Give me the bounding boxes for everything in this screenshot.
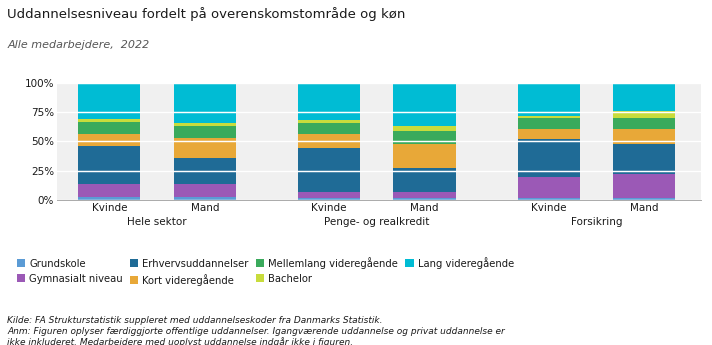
Bar xyxy=(394,192,456,198)
Text: Penge- og realkredit: Penge- og realkredit xyxy=(324,217,429,227)
Bar xyxy=(613,83,675,111)
Bar xyxy=(394,168,456,192)
Bar xyxy=(518,139,580,177)
Bar xyxy=(298,135,360,148)
Bar xyxy=(298,120,360,123)
Bar xyxy=(394,198,456,200)
Bar xyxy=(518,83,580,116)
Bar xyxy=(613,174,675,198)
Bar xyxy=(174,197,236,200)
Bar xyxy=(78,146,140,184)
Bar xyxy=(613,111,675,118)
Bar xyxy=(394,144,456,168)
Bar xyxy=(518,116,580,118)
Bar xyxy=(613,118,675,129)
Bar xyxy=(613,129,675,144)
Bar xyxy=(394,83,456,126)
Bar xyxy=(174,126,236,138)
Bar xyxy=(174,123,236,126)
Bar xyxy=(298,148,360,192)
Bar xyxy=(298,83,360,120)
Bar xyxy=(78,135,140,146)
Text: Kilde: FA Strukturstatistik suppleret med uddannelseskoder fra Danmarks Statisti: Kilde: FA Strukturstatistik suppleret me… xyxy=(7,316,382,325)
Text: Hele sektor: Hele sektor xyxy=(127,217,187,227)
Bar xyxy=(518,177,580,198)
Bar xyxy=(394,131,456,144)
Text: Anm: Figuren oplyser færdiggjorte offentlige uddannelser. Igangværende uddannels: Anm: Figuren oplyser færdiggjorte offent… xyxy=(7,327,505,336)
Bar xyxy=(174,83,236,123)
Bar xyxy=(298,123,360,135)
Bar xyxy=(78,83,140,119)
Bar xyxy=(613,144,675,174)
Bar xyxy=(298,192,360,198)
Legend: Grundskole, Gymnasialt niveau, Erhvervsuddannelser, Kort videregående, Mellemlan: Grundskole, Gymnasialt niveau, Erhvervsu… xyxy=(17,257,514,286)
Bar xyxy=(518,129,580,139)
Bar xyxy=(298,198,360,200)
Bar xyxy=(174,158,236,184)
Bar xyxy=(518,118,580,129)
Bar xyxy=(394,126,456,131)
Bar xyxy=(613,198,675,200)
Text: Forsikring: Forsikring xyxy=(570,217,622,227)
Text: Alle medarbejdere,  2022: Alle medarbejdere, 2022 xyxy=(7,40,150,50)
Bar xyxy=(174,138,236,158)
Bar xyxy=(174,184,236,197)
Bar xyxy=(518,198,580,200)
Bar xyxy=(78,121,140,135)
Text: ikke inkluderet. Medarbejdere med uoplyst uddannelse indgår ikke i figuren.: ikke inkluderet. Medarbejdere med uoplys… xyxy=(7,337,353,345)
Bar xyxy=(78,184,140,197)
Bar xyxy=(78,197,140,200)
Text: Uddannelsesniveau fordelt på overenskomstområde og køn: Uddannelsesniveau fordelt på overenskoms… xyxy=(7,7,406,21)
Bar xyxy=(78,119,140,121)
